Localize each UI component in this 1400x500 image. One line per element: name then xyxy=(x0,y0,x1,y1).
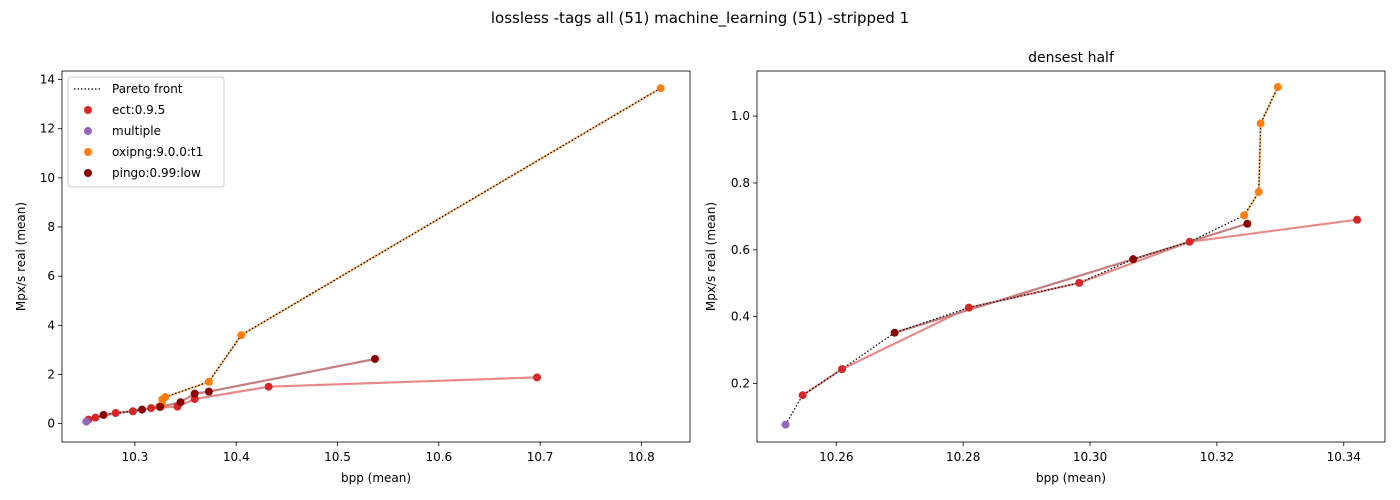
data-point-ect-0-9-5 xyxy=(1185,237,1194,246)
data-point-ect-0-9-5 xyxy=(111,409,120,418)
legend-marker-icon xyxy=(84,169,92,177)
data-point-oxipng-9-0-0-t1 xyxy=(1240,211,1249,220)
x-tick-label: 10.32 xyxy=(1200,450,1234,464)
legend-marker-icon xyxy=(84,148,92,156)
data-point-oxipng-9-0-0-t1 xyxy=(237,331,246,340)
data-point-oxipng-9-0-0-t1 xyxy=(1254,187,1263,196)
legend-label-ect-0-9-5: ect:0.9.5 xyxy=(112,103,165,117)
x-tick-label: 10.3 xyxy=(122,450,149,464)
data-point-pingo-0-99-low xyxy=(204,387,213,396)
plot-frame xyxy=(756,70,1386,443)
data-point-ect-0-9-5 xyxy=(128,407,137,416)
x-axis-label: bpp (mean) xyxy=(1036,471,1106,485)
data-point-ect-0-9-5 xyxy=(838,365,847,374)
data-point-ect-0-9-5 xyxy=(147,404,156,413)
plot-frame xyxy=(61,70,691,443)
x-tick-label: 10.30 xyxy=(1073,450,1107,464)
y-tick-label: 0.2 xyxy=(731,377,750,391)
y-tick-label: 8 xyxy=(47,220,55,234)
figure-title: lossless -tags all (51) machine_learning… xyxy=(491,9,909,28)
legend-marker-icon xyxy=(84,106,92,114)
y-tick-label: 0.8 xyxy=(731,176,750,190)
chart-title: densest half xyxy=(1028,50,1115,66)
data-point-pingo-0-99-low xyxy=(138,405,147,414)
data-point-ect-0-9-5 xyxy=(798,391,807,400)
y-tick-label: 12 xyxy=(40,122,55,136)
legend-box xyxy=(67,76,225,188)
data-point-ect-0-9-5 xyxy=(1353,215,1362,224)
series-line-ect-0-9-5 xyxy=(88,376,538,421)
data-point-oxipng-9-0-0-t1 xyxy=(656,84,665,93)
series-line-oxipng-9-0-0-t1 xyxy=(1243,86,1279,216)
y-axis-label: Mpx/s real (mean) xyxy=(14,202,28,311)
x-tick-label: 10.26 xyxy=(819,450,853,464)
legend-label-pareto-front: Pareto front xyxy=(112,82,183,96)
y-tick-label: 2 xyxy=(47,367,55,381)
data-point-ect-0-9-5 xyxy=(264,382,273,391)
legend-label-multiple: multiple xyxy=(112,124,161,138)
data-point-ect-0-9-5 xyxy=(533,373,542,382)
data-point-pingo-0-99-low xyxy=(190,389,199,398)
data-point-pingo-0-99-low xyxy=(1243,219,1252,228)
data-point-oxipng-9-0-0-t1 xyxy=(1273,83,1282,92)
series-line-ect-0-9-5 xyxy=(802,218,1358,397)
data-point-pingo-0-99-low xyxy=(890,328,899,337)
series-line-oxipng-9-0-0-t1 xyxy=(158,87,662,408)
chart-panel-full: 10.3 10.4 10.5 10.6 10.7 10.8 0 2 4 6 8 10 12 14 bpp (… xyxy=(14,70,691,485)
y-tick-label: 0 xyxy=(47,417,55,431)
x-tick-label: 10.8 xyxy=(628,450,655,464)
y-tick-label: 1.0 xyxy=(731,109,750,123)
y-tick-label: 0.4 xyxy=(731,310,750,324)
pareto-front-line xyxy=(784,86,1279,425)
y-tick-label: 0.6 xyxy=(731,243,750,257)
legend-label-oxipng-9-0-0-t1: oxipng:9.0.0:t1 xyxy=(112,145,203,159)
legend-label-pingo-0-99-low: pingo:0.99:low xyxy=(112,166,201,180)
data-point-ect-0-9-5 xyxy=(91,413,100,422)
x-tick-label: 10.34 xyxy=(1327,450,1361,464)
x-tick-label: 10.28 xyxy=(946,450,980,464)
chart-panel-densest-half: densest half 10.26 10.28 10.30 10.32 10.34 0.2… xyxy=(704,50,1386,485)
legend-marker-icon xyxy=(84,127,92,135)
x-axis-label: bpp (mean) xyxy=(341,471,411,485)
x-tick-label: 10.5 xyxy=(324,450,351,464)
y-tick-label: 10 xyxy=(40,171,55,185)
data-point-oxipng-9-0-0-t1 xyxy=(204,377,213,386)
y-tick-label: 6 xyxy=(47,269,55,283)
y-axis-label: Mpx/s real (mean) xyxy=(704,202,718,311)
x-tick-label: 10.7 xyxy=(527,450,554,464)
data-point-pingo-0-99-low xyxy=(1129,255,1138,264)
data-point-multiple xyxy=(781,420,790,429)
y-tick-label: 14 xyxy=(40,73,55,87)
data-point-pingo-0-99-low xyxy=(370,354,379,363)
data-point-pingo-0-99-low xyxy=(99,410,108,419)
x-tick-label: 10.4 xyxy=(223,450,250,464)
data-point-pingo-0-99-low xyxy=(156,402,165,411)
data-point-oxipng-9-0-0-t1 xyxy=(161,393,170,402)
data-point-oxipng-9-0-0-t1 xyxy=(1256,119,1265,128)
data-point-multiple xyxy=(82,417,91,426)
data-point-ect-0-9-5 xyxy=(964,303,973,312)
x-tick-label: 10.6 xyxy=(425,450,452,464)
data-point-pingo-0-99-low xyxy=(176,398,185,407)
data-point-ect-0-9-5 xyxy=(1075,278,1084,287)
legend: Pareto front ect:0.9.5 multiple oxipng:9.0.… xyxy=(67,76,225,188)
y-tick-label: 4 xyxy=(47,318,55,332)
